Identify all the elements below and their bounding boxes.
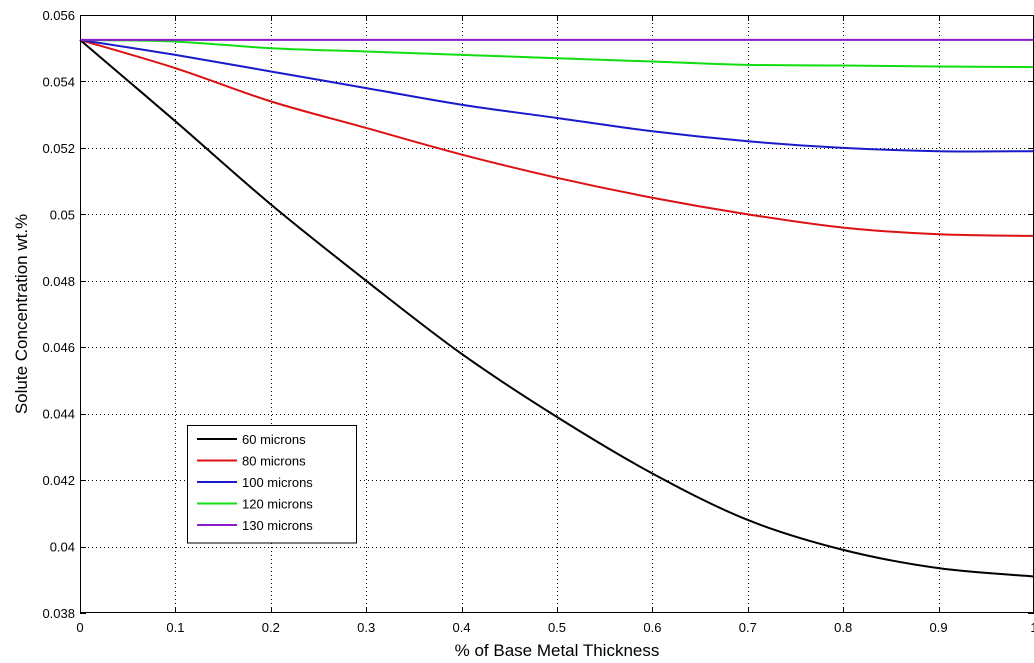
x-tick-label: 0.3	[357, 620, 375, 635]
x-tick-label: 0.2	[262, 620, 280, 635]
y-tick-label: 0.052	[42, 141, 75, 156]
legend-label: 130 microns	[242, 518, 313, 533]
y-tick-labels: 0.038 0.04 0.042 0.044 0.046 0.048 0.05 0.052 0.…	[42, 8, 75, 621]
y-tick-label: 0.042	[42, 473, 75, 488]
x-tick-label: 0.9	[930, 620, 948, 635]
x-tick-label: 1	[1030, 620, 1034, 635]
x-axis-label: % of Base Metal Thickness	[455, 641, 660, 660]
y-tick-label: 0.046	[42, 340, 75, 355]
y-tick-label: 0.054	[42, 74, 75, 89]
y-tick-label: 0.05	[50, 207, 75, 222]
y-axis-label: Solute Concentration wt.%	[12, 214, 31, 414]
y-tick-label: 0.038	[42, 606, 75, 621]
y-tick-label: 0.044	[42, 407, 75, 422]
legend-label: 120 microns	[242, 497, 313, 512]
x-tick-label: 0.1	[166, 620, 184, 635]
x-tick-label: 0	[76, 620, 83, 635]
x-tick-label: 0.8	[834, 620, 852, 635]
y-tick-label: 0.056	[42, 8, 75, 23]
y-tick-label: 0.048	[42, 274, 75, 289]
x-tick-labels: 0 0.1 0.2 0.3 0.4 0.5 0.6 0.7 0.8 0.9 1	[76, 620, 1034, 635]
legend: 60 microns 80 microns 100 microns 120 micro…	[188, 426, 357, 544]
legend-label: 100 microns	[242, 475, 313, 490]
x-tick-label: 0.5	[548, 620, 566, 635]
x-tick-label: 0.4	[453, 620, 471, 635]
legend-label: 80 microns	[242, 454, 306, 469]
legend-label: 60 microns	[242, 432, 306, 447]
y-tick-label: 0.04	[50, 540, 75, 555]
x-tick-label: 0.7	[739, 620, 757, 635]
x-tick-label: 0.6	[643, 620, 661, 635]
